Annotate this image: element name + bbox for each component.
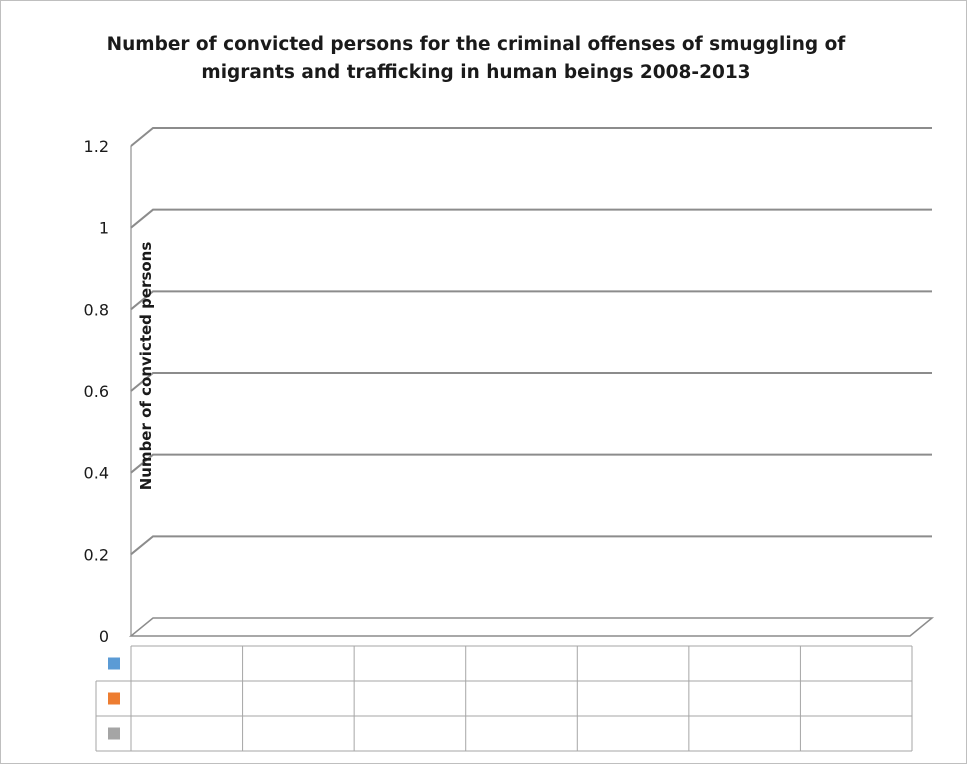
y-tick-label: 0.2 [84, 545, 109, 564]
legend-key-series-3 [108, 727, 120, 740]
gridline-3 [130, 372, 932, 392]
gridline-6 [130, 127, 932, 147]
y-tick-label: 0.6 [84, 382, 109, 401]
floor-plane [128, 617, 935, 637]
gridline-2 [130, 453, 932, 474]
chart-title: Number of convicted persons for the crim… [41, 31, 911, 87]
gridline-5 [130, 208, 932, 229]
chart-title-line-1: Number of convicted persons for the crim… [106, 34, 846, 55]
gridline-1 [130, 535, 932, 556]
legend-key-series-2 [108, 692, 120, 705]
y-tick-label: 0.8 [84, 300, 109, 319]
y-axis-title: Number of convicted persons [137, 242, 155, 491]
legend-key-series-1 [108, 657, 120, 670]
y-tick-label: 0.4 [84, 464, 109, 483]
y-tick-label: 1.2 [84, 137, 109, 156]
y-tick-label: 1 [99, 219, 109, 238]
chart-title-line-2: migrants and trafficking in human beings… [201, 62, 751, 83]
y-tick-label: 0 [99, 627, 109, 646]
gridline-4 [130, 290, 932, 311]
